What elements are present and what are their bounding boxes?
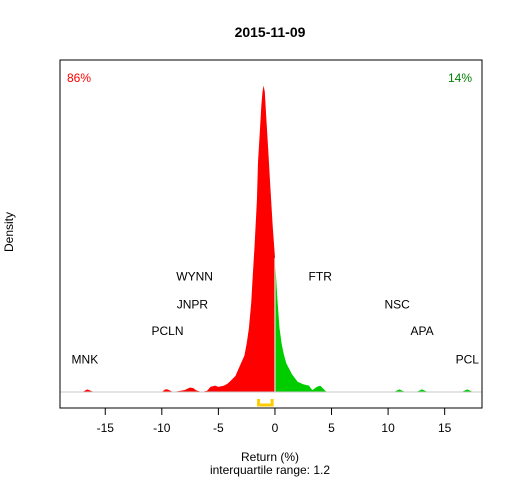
x-tick-label: 0: [272, 421, 279, 435]
annotation-mnk: MNK: [72, 352, 99, 366]
annotation-pcl: PCL: [456, 352, 480, 366]
chart-title: 2015-11-09: [235, 24, 306, 40]
x-axis: -15 -10 -5 0 5 10 15: [97, 408, 452, 435]
iqr-bracket: [257, 399, 274, 407]
x-axis-label: Return (%): [241, 450, 299, 464]
density-fills: [71, 85, 479, 392]
y-axis-label: Density: [2, 212, 16, 252]
annotation-nsc: NSC: [384, 297, 410, 311]
x-tick-label: -15: [97, 421, 115, 435]
x-tick-label: 5: [328, 421, 335, 435]
positive-return-density: [275, 257, 479, 392]
annotation-apa: APA: [410, 324, 433, 338]
x-tick-label: 10: [381, 421, 395, 435]
plot-frame: [59, 59, 483, 409]
negative-return-density: [71, 85, 275, 392]
share-positive-label: 14%: [448, 71, 472, 85]
x-tick-label: 15: [438, 421, 452, 435]
iqr-subtitle: interquartile range: 1.2: [210, 463, 330, 477]
share-negative-label: 86%: [67, 71, 91, 85]
x-tick-label: -10: [153, 421, 171, 435]
annotation-wynn: WYNN: [176, 269, 213, 283]
annotation-pcln: PCLN: [151, 324, 183, 338]
x-tick-label: -5: [213, 421, 224, 435]
annotation-ftr: FTR: [309, 269, 333, 283]
annotation-jnpr: JNPR: [177, 297, 209, 311]
